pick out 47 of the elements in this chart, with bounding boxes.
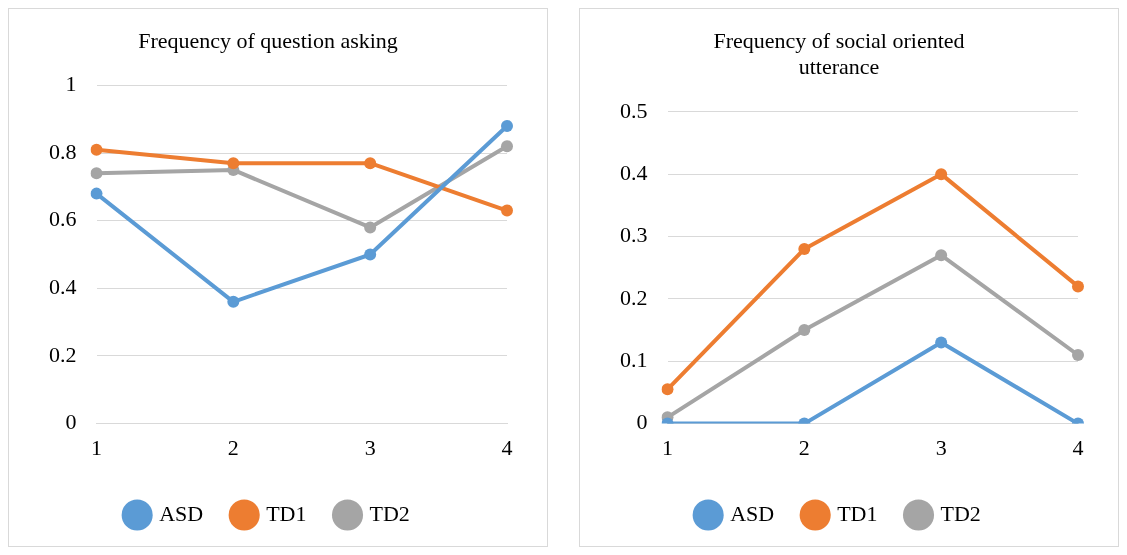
x-tick-label: 3	[364, 434, 376, 460]
y-tick-label: 0.4	[49, 274, 77, 300]
point	[90, 167, 103, 180]
point	[935, 249, 948, 262]
point	[1072, 349, 1084, 361]
x-tick-label: 3	[935, 434, 947, 460]
legend-label: TD1	[837, 500, 878, 526]
point	[227, 157, 240, 170]
point	[90, 143, 103, 156]
point	[364, 157, 377, 170]
y-tick-label: 0	[65, 409, 77, 435]
x-tick-label: 2	[798, 434, 810, 460]
y-tick-label: 0	[636, 409, 648, 435]
point	[1072, 280, 1084, 293]
point	[501, 119, 513, 132]
legend-label: TD2	[369, 500, 410, 526]
point	[364, 248, 377, 261]
point	[661, 383, 674, 396]
x-tick-label: 1	[662, 434, 673, 460]
y-tick-label: 0.5	[620, 97, 648, 123]
y-tick-label: 1	[65, 71, 77, 97]
chart-title: Frequency of social oriented utterance	[713, 27, 965, 80]
chart-title: Frequency of question asking	[138, 27, 398, 53]
point	[364, 221, 377, 234]
x-tick-label: 4	[1072, 434, 1084, 460]
y-tick-label: 0.3	[620, 222, 648, 248]
legend-label: TD2	[940, 500, 981, 526]
legend-label: ASD	[730, 500, 775, 526]
point	[798, 324, 811, 337]
x-tick-label: 1	[91, 434, 102, 460]
x-tick-label: 4	[501, 434, 513, 460]
x-tick-label: 2	[227, 434, 239, 460]
legend-label: ASD	[159, 500, 204, 526]
y-tick-label: 0.6	[49, 206, 77, 232]
point	[90, 187, 103, 200]
point	[501, 204, 513, 217]
y-tick-label: 0.8	[49, 138, 77, 164]
y-tick-label: 0.2	[620, 284, 648, 310]
point	[798, 242, 811, 255]
point	[501, 140, 513, 153]
point	[935, 168, 948, 181]
y-tick-label: 0.1	[620, 347, 648, 373]
y-tick-label: 0.2	[49, 341, 77, 367]
point	[227, 295, 240, 308]
point	[935, 336, 948, 349]
y-tick-label: 0.4	[620, 159, 648, 185]
legend-label: TD1	[266, 500, 307, 526]
